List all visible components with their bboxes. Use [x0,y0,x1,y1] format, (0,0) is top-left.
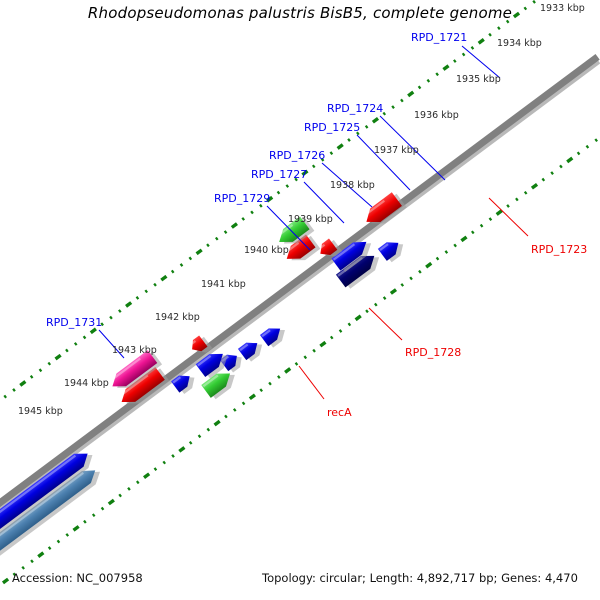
axis-tick-label: 1941 kbp [201,279,246,290]
axis-tick-label: 1944 kbp [64,378,109,389]
label-leader-line [303,181,345,224]
gene-label-rpd_1724[interactable]: RPD_1724 [327,102,384,115]
gene-arrow[interactable] [282,233,321,269]
label-leader-line [321,162,373,208]
gene-arrow[interactable] [274,215,315,252]
label-leader-line [266,205,311,251]
gene-arrow[interactable] [237,336,266,364]
guide-line-upper [1,138,598,585]
axis-tick-label: 1942 kbp [155,312,200,323]
gene-arrow[interactable] [171,369,199,396]
gene-arrow[interactable] [108,348,163,396]
guide-line-lower [3,0,536,399]
axis-tick-label: 1937 kbp [374,145,419,156]
gene-arrow[interactable] [201,365,239,401]
axis-tick-label: 1938 kbp [330,180,375,191]
gene-label-rpd_1725[interactable]: RPD_1725 [304,121,361,134]
genome-summary-status: Topology: circular; Length: 4,892,717 bp… [262,571,578,585]
genome-axis-line [0,53,600,512]
axis-tick-label: 1933 kbp [540,3,585,14]
page-title: Rhodopseudomonas palustris BisB5, comple… [87,4,513,22]
accession-status: Accession: NC_007958 [12,571,143,585]
gene-label-rpd_1728[interactable]: RPD_1728 [405,346,462,359]
label-leader-line [356,134,411,191]
axis-tick-label: 1943 kbp [112,345,157,356]
axis-tick-label: 1936 kbp [414,110,459,121]
gene-arrow[interactable] [117,365,170,412]
label-leader-line [379,115,446,181]
gene-arrow[interactable] [259,321,289,349]
gene-arrow[interactable] [331,234,375,274]
gene-arrow[interactable] [0,445,97,547]
gene-label-reca[interactable]: recA [327,406,352,419]
axis-tick-label: 1945 kbp [18,406,63,417]
gene-label-rpd_1731[interactable]: RPD_1731 [46,316,103,329]
axis-tick-label: 1934 kbp [497,38,542,49]
label-leader-line [488,197,529,237]
label-leader-line [98,329,125,359]
gene-features-layer [0,191,408,567]
gene-arrow[interactable] [195,346,233,381]
gene-arrow[interactable] [361,191,407,232]
gene-label-rpd_1726[interactable]: RPD_1726 [269,149,326,162]
label-leader-line [368,307,403,341]
axis-tick-label: 1940 kbp [244,245,289,256]
gene-label-rpd_1727[interactable]: RPD_1727 [251,168,308,181]
gene-label-rpd_1729[interactable]: RPD_1729 [214,192,271,205]
gene-arrow[interactable] [377,235,408,264]
gene-arrow[interactable] [188,334,213,359]
axis-tick-label: 1935 kbp [456,74,501,85]
gene-arrow[interactable] [0,463,104,567]
gene-label-rpd_1723[interactable]: RPD_1723 [531,243,588,256]
gene-arrow[interactable] [316,237,343,263]
axis-tick-label: 1939 kbp [288,214,333,225]
label-leader-line [461,45,501,79]
label-leader-line [298,365,325,400]
gene-label-rpd_1721[interactable]: RPD_1721 [411,31,468,44]
label-leader-lines [98,45,529,400]
